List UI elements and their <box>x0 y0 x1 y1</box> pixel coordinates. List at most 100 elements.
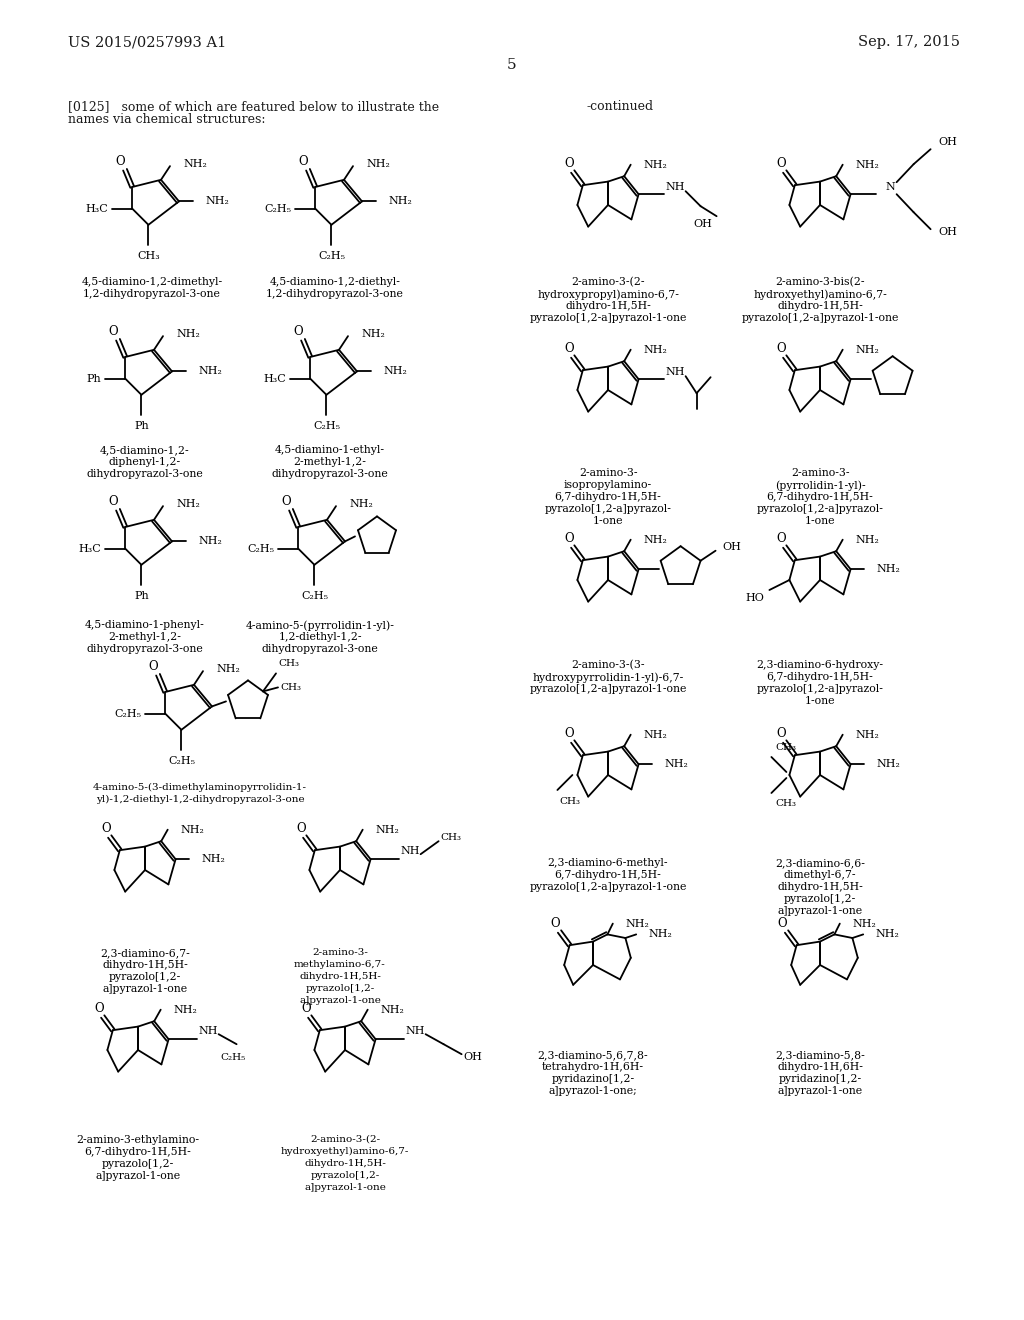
Text: O: O <box>109 325 118 338</box>
Text: Ph: Ph <box>134 421 148 430</box>
Text: H₃C: H₃C <box>79 544 101 553</box>
Text: O: O <box>293 325 303 338</box>
Text: Sep. 17, 2015: Sep. 17, 2015 <box>858 36 961 49</box>
Text: OH: OH <box>723 541 741 552</box>
Text: NH₂: NH₂ <box>877 564 900 574</box>
Text: CH₃: CH₃ <box>559 796 581 805</box>
Text: 1,2-diethyl-1,2-: 1,2-diethyl-1,2- <box>279 632 361 642</box>
Text: NH₂: NH₂ <box>199 367 222 376</box>
Text: dihydro-1H,5H-: dihydro-1H,5H- <box>777 301 863 312</box>
Text: NH₂: NH₂ <box>180 825 205 834</box>
Text: dimethyl-6,7-: dimethyl-6,7- <box>783 870 856 880</box>
Text: NH₂: NH₂ <box>644 730 668 739</box>
Text: NH₂: NH₂ <box>361 329 385 339</box>
Text: CH₃: CH₃ <box>775 799 797 808</box>
Text: [0125]   some of which are featured below to illustrate the: [0125] some of which are featured below … <box>68 100 439 114</box>
Text: methylamino-6,7-: methylamino-6,7- <box>294 960 386 969</box>
Text: NH₂: NH₂ <box>644 345 668 355</box>
Text: 6,7-dihydro-1H,5H-: 6,7-dihydro-1H,5H- <box>85 1147 191 1158</box>
Text: hydroxypyrrolidin-1-yl)-6,7-: hydroxypyrrolidin-1-yl)-6,7- <box>532 672 684 682</box>
Text: 5: 5 <box>507 58 517 73</box>
Text: HO: HO <box>745 593 764 603</box>
Text: N: N <box>886 182 895 193</box>
Text: O: O <box>564 157 573 170</box>
Text: 2,3-diamino-6,6-: 2,3-diamino-6,6- <box>775 858 865 869</box>
Text: NH₂: NH₂ <box>199 536 222 546</box>
Text: OH: OH <box>939 137 957 148</box>
Text: NH₂: NH₂ <box>349 499 373 510</box>
Text: 4,5-diamino-1,2-: 4,5-diamino-1,2- <box>100 445 189 455</box>
Text: NH₂: NH₂ <box>366 160 390 169</box>
Text: C₂H₅: C₂H₅ <box>301 590 328 601</box>
Text: CH₃: CH₃ <box>137 251 160 260</box>
Text: O: O <box>776 532 785 545</box>
Text: hydroxyethyl)amino-6,7-: hydroxyethyl)amino-6,7- <box>281 1147 410 1156</box>
Text: 2-methyl-1,2-: 2-methyl-1,2- <box>109 632 181 642</box>
Text: 2-amino-3-bis(2-: 2-amino-3-bis(2- <box>775 277 864 288</box>
Text: 6,7-dihydro-1H,5H-: 6,7-dihydro-1H,5H- <box>555 870 662 880</box>
Text: names via chemical structures:: names via chemical structures: <box>68 114 265 125</box>
Text: (pyrrolidin-1-yl)-: (pyrrolidin-1-yl)- <box>775 480 865 491</box>
Text: -continued: -continued <box>587 100 653 114</box>
Text: NH: NH <box>666 367 685 378</box>
Text: hydroxypropyl)amino-6,7-: hydroxypropyl)amino-6,7- <box>537 289 679 300</box>
Text: a]pyrazol-1-one;: a]pyrazol-1-one; <box>549 1086 637 1096</box>
Text: 4,5-diamino-1,2-dimethyl-: 4,5-diamino-1,2-dimethyl- <box>82 277 222 286</box>
Text: C₂H₅: C₂H₅ <box>264 203 292 214</box>
Text: 1-one: 1-one <box>805 696 836 706</box>
Text: O: O <box>564 342 573 355</box>
Text: pyrazolo[1,2-a]pyrazol-1-one: pyrazolo[1,2-a]pyrazol-1-one <box>529 313 687 323</box>
Text: OH: OH <box>464 1052 482 1063</box>
Text: dihydro-1H,5H-: dihydro-1H,5H- <box>102 960 187 970</box>
Text: 1,2-dihydropyrazol-3-one: 1,2-dihydropyrazol-3-one <box>83 289 221 300</box>
Text: dihydro-1H,5H-: dihydro-1H,5H- <box>777 882 863 892</box>
Text: NH₂: NH₂ <box>202 854 225 865</box>
Text: dihydro-1H,5H-: dihydro-1H,5H- <box>304 1159 386 1168</box>
Text: pyrazolo[1,2-: pyrazolo[1,2- <box>310 1171 380 1180</box>
Text: a]pyrazol-1-one: a]pyrazol-1-one <box>95 1171 180 1181</box>
Text: 4,5-diamino-1-ethyl-: 4,5-diamino-1-ethyl- <box>275 445 385 455</box>
Text: 1-one: 1-one <box>593 516 624 525</box>
Text: pyrazolo[1,2-: pyrazolo[1,2- <box>109 972 181 982</box>
Text: O: O <box>109 495 118 508</box>
Text: C₂H₅: C₂H₅ <box>115 709 141 718</box>
Text: CH₃: CH₃ <box>440 833 462 842</box>
Text: pyrazolo[1,2-a]pyrazol-1-one: pyrazolo[1,2-a]pyrazol-1-one <box>529 684 687 694</box>
Text: 2,3-diamino-5,8-: 2,3-diamino-5,8- <box>775 1049 865 1060</box>
Text: NH₂: NH₂ <box>176 329 200 339</box>
Text: NH₂: NH₂ <box>174 1005 198 1015</box>
Text: dihydro-1H,5H-: dihydro-1H,5H- <box>299 972 381 981</box>
Text: pyridazino[1,2-: pyridazino[1,2- <box>552 1074 635 1084</box>
Text: NH: NH <box>406 1026 425 1036</box>
Text: 2-amino-3-(3-: 2-amino-3-(3- <box>571 660 645 671</box>
Text: OH: OH <box>939 227 957 238</box>
Text: NH₂: NH₂ <box>665 759 688 770</box>
Text: C₂H₅: C₂H₅ <box>317 251 345 260</box>
Text: 2,3-diamino-6-hydroxy-: 2,3-diamino-6-hydroxy- <box>757 660 884 671</box>
Text: dihydropyrazol-3-one: dihydropyrazol-3-one <box>271 469 388 479</box>
Text: NH₂: NH₂ <box>384 367 408 376</box>
Text: O: O <box>776 157 785 170</box>
Text: NH₂: NH₂ <box>877 759 900 770</box>
Text: 2-amino-3-: 2-amino-3- <box>791 469 849 478</box>
Text: 2-amino-3-: 2-amino-3- <box>312 948 368 957</box>
Text: H₃C: H₃C <box>86 203 109 214</box>
Text: NH₂: NH₂ <box>216 664 240 675</box>
Text: 2,3-diamino-6,7-: 2,3-diamino-6,7- <box>100 948 189 958</box>
Text: NH₂: NH₂ <box>876 929 899 940</box>
Text: a]pyrazol-1-one: a]pyrazol-1-one <box>777 906 862 916</box>
Text: C₂H₅: C₂H₅ <box>248 544 274 553</box>
Text: pyrazolo[1,2-: pyrazolo[1,2- <box>784 894 856 904</box>
Text: isopropylamino-: isopropylamino- <box>564 480 652 490</box>
Text: O: O <box>776 342 785 355</box>
Text: 1-one: 1-one <box>805 516 836 525</box>
Text: hydroxyethyl)amino-6,7-: hydroxyethyl)amino-6,7- <box>753 289 887 300</box>
Text: C₂H₅: C₂H₅ <box>313 421 340 430</box>
Text: 6,7-dihydro-1H,5H-: 6,7-dihydro-1H,5H- <box>767 492 873 502</box>
Text: NH₂: NH₂ <box>176 499 200 510</box>
Text: 1,2-dihydropyrazol-3-one: 1,2-dihydropyrazol-3-one <box>266 289 403 300</box>
Text: a]pyrazol-1-one: a]pyrazol-1-one <box>102 983 187 994</box>
Text: C₂H₅: C₂H₅ <box>220 1053 246 1061</box>
Text: NH₂: NH₂ <box>856 160 880 170</box>
Text: 2-amino-3-(2-: 2-amino-3-(2- <box>571 277 645 288</box>
